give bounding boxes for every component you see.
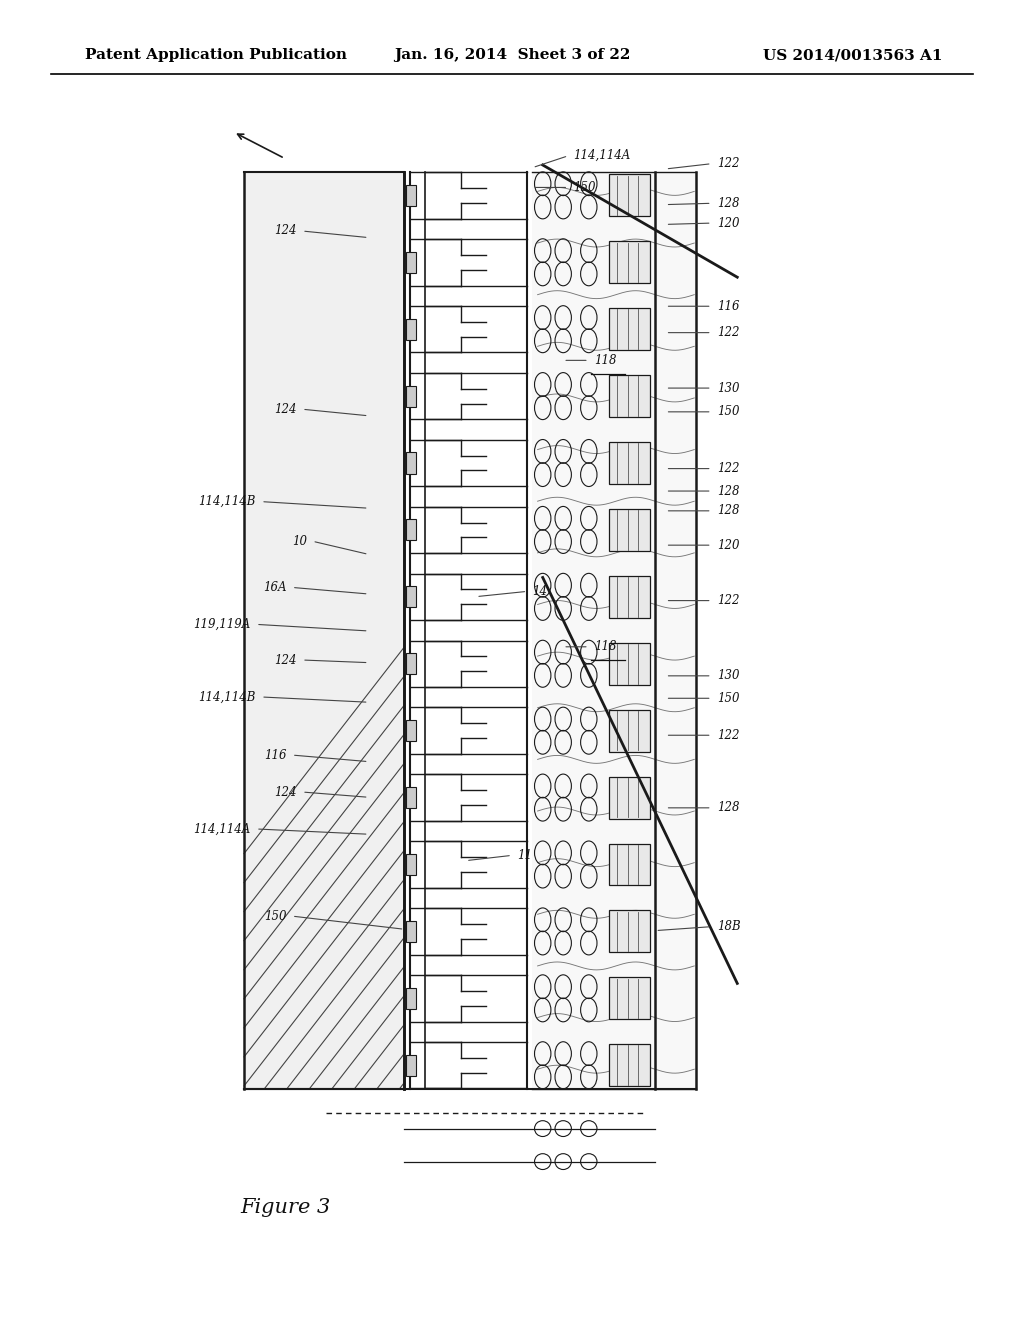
Text: 128: 128 xyxy=(717,504,739,517)
Bar xyxy=(609,576,650,618)
Text: Figure 3: Figure 3 xyxy=(241,1199,331,1217)
Bar xyxy=(609,1044,650,1086)
Text: 150: 150 xyxy=(573,181,596,194)
Text: 150: 150 xyxy=(264,909,287,923)
Bar xyxy=(406,318,416,339)
Text: 114,114A: 114,114A xyxy=(573,149,631,162)
Text: 120: 120 xyxy=(717,539,739,552)
Bar xyxy=(406,987,416,1008)
Text: 150: 150 xyxy=(717,405,739,418)
Text: 124: 124 xyxy=(274,224,297,238)
Text: 128: 128 xyxy=(717,801,739,814)
Bar xyxy=(406,185,416,206)
Bar xyxy=(609,643,650,685)
Text: Jan. 16, 2014  Sheet 3 of 22: Jan. 16, 2014 Sheet 3 of 22 xyxy=(394,49,630,62)
Text: 114,114A: 114,114A xyxy=(194,822,251,836)
Text: 14: 14 xyxy=(532,585,548,598)
Bar xyxy=(244,172,404,1089)
Bar xyxy=(609,710,650,751)
Bar xyxy=(406,1055,416,1076)
Text: 128: 128 xyxy=(717,197,739,210)
Text: 11: 11 xyxy=(517,849,532,862)
Text: 18B: 18B xyxy=(717,920,740,933)
Bar xyxy=(406,385,416,407)
Text: 114,114B: 114,114B xyxy=(199,690,256,704)
Bar xyxy=(609,442,650,484)
Text: 128: 128 xyxy=(717,484,739,498)
Text: 150: 150 xyxy=(717,692,739,705)
Bar xyxy=(406,653,416,675)
Bar xyxy=(609,174,650,216)
Text: 122: 122 xyxy=(717,594,739,607)
Bar xyxy=(406,519,416,540)
Bar xyxy=(406,586,416,607)
Text: 116: 116 xyxy=(717,300,739,313)
Text: 124: 124 xyxy=(274,403,297,416)
Bar xyxy=(406,252,416,273)
Text: 120: 120 xyxy=(717,216,739,230)
Bar xyxy=(406,921,416,942)
Bar xyxy=(609,977,650,1019)
Text: 119,119A: 119,119A xyxy=(194,618,251,631)
Text: US 2014/0013563 A1: US 2014/0013563 A1 xyxy=(763,49,942,62)
Bar xyxy=(609,776,650,818)
Bar xyxy=(406,787,416,808)
Text: 118: 118 xyxy=(594,354,616,367)
Text: 122: 122 xyxy=(717,729,739,742)
Text: 116: 116 xyxy=(264,748,287,762)
Text: 118: 118 xyxy=(594,640,616,653)
Bar xyxy=(406,453,416,474)
Text: 122: 122 xyxy=(717,157,739,170)
Bar xyxy=(609,843,650,886)
Text: 16A: 16A xyxy=(263,581,287,594)
Text: Patent Application Publication: Patent Application Publication xyxy=(85,49,347,62)
Bar xyxy=(406,721,416,742)
Bar xyxy=(609,911,650,952)
Bar xyxy=(406,854,416,875)
Text: 124: 124 xyxy=(274,653,297,667)
Text: 10: 10 xyxy=(292,535,307,548)
Text: 114,114B: 114,114B xyxy=(199,495,256,508)
Bar xyxy=(609,242,650,284)
Text: 130: 130 xyxy=(717,669,739,682)
Bar xyxy=(244,172,404,1089)
Bar xyxy=(609,510,650,550)
Text: 122: 122 xyxy=(717,462,739,475)
Text: 122: 122 xyxy=(717,326,739,339)
Bar xyxy=(609,375,650,417)
Text: 130: 130 xyxy=(717,381,739,395)
Bar xyxy=(532,172,696,1089)
Bar xyxy=(609,309,650,350)
Text: 124: 124 xyxy=(274,785,297,799)
